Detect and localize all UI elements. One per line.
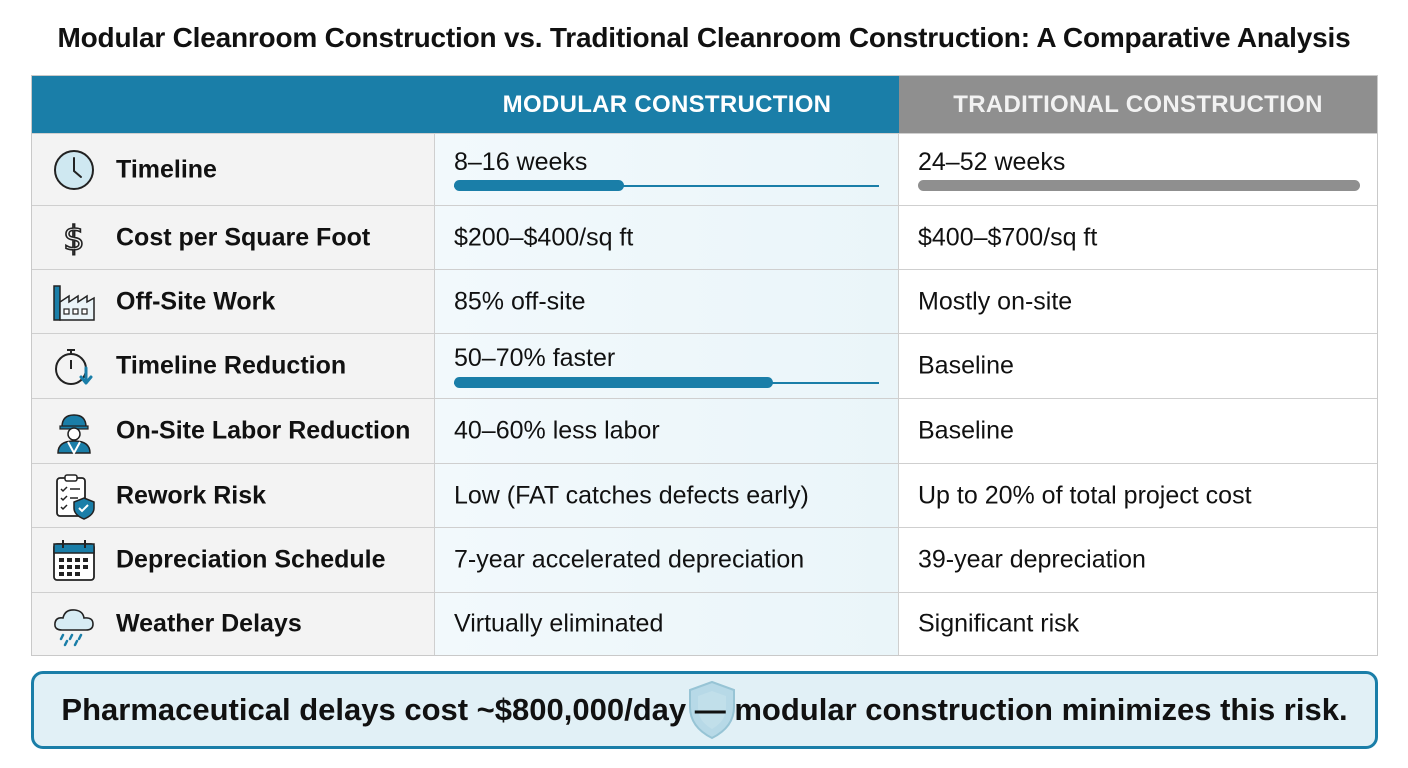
clipboard-shield-icon [56, 473, 95, 520]
comparison-table: MODULAR CONSTRUCTION TRADITIONAL CONSTRU… [31, 75, 1378, 656]
modular-value: $200–$400/sq ft [454, 223, 634, 251]
table-row-cost: $ Cost per Square Foot $200–$400/sq ft $… [32, 205, 1377, 269]
traditional-value: Significant risk [918, 609, 1080, 638]
construction-worker-icon [57, 414, 91, 455]
header-traditional-label: TRADITIONAL CONSTRUCTION [953, 91, 1323, 118]
modular-value: 7-year accelerated depreciation [454, 545, 805, 574]
traditional-value: Up to 20% of total project cost [918, 481, 1252, 509]
modular-reduction-bar [454, 377, 773, 388]
stopwatch-down-icon [55, 349, 93, 385]
clock-icon [54, 149, 94, 190]
row-label: Timeline Reduction [116, 351, 347, 380]
traditional-value: Baseline [918, 351, 1014, 380]
traditional-value: 24–52 weeks [918, 148, 1066, 176]
modular-timeline-bar-track [454, 185, 879, 187]
row-label: On-Site Labor Reduction [116, 416, 411, 445]
modular-value: 50–70% faster [454, 344, 616, 372]
header-modular-label: MODULAR CONSTRUCTION [502, 91, 832, 118]
table-row-rework-risk: Rework Risk Low (FAT catches defects ear… [32, 463, 1377, 527]
traditional-value: Baseline [918, 416, 1014, 445]
row-label: Timeline [116, 155, 217, 183]
header-traditional: TRADITIONAL CONSTRUCTION [899, 76, 1377, 133]
traditional-timeline-bar [918, 180, 1360, 191]
page-title: Modular Cleanroom Construction vs. Tradi… [57, 22, 1351, 53]
row-label: Cost per Square Foot [116, 223, 371, 251]
callout-text: Pharmaceutical delays cost ~$800,000/day… [61, 692, 1348, 727]
modular-value: 8–16 weeks [454, 148, 588, 176]
modular-timeline-bar [454, 180, 624, 191]
traditional-value: 39-year depreciation [918, 545, 1146, 574]
svg-text:$: $ [63, 219, 85, 259]
factory-icon [53, 284, 95, 321]
table-row-timeline-reduction: Timeline Reduction 50–70% faster Baselin… [32, 333, 1377, 398]
traditional-value: Mostly on-site [918, 287, 1073, 315]
modular-value: 40–60% less labor [454, 416, 660, 445]
rain-cloud-icon [54, 609, 94, 647]
row-label: Depreciation Schedule [116, 545, 386, 574]
row-label: Weather Delays [116, 609, 302, 638]
modular-value: 85% off-site [454, 287, 586, 315]
shield-icon [689, 680, 735, 740]
modular-value: Virtually eliminated [454, 609, 664, 638]
row-label: Rework Risk [116, 481, 267, 509]
table-row-labor: On-Site Labor Reduction 40–60% less labo… [32, 398, 1377, 463]
row-label: Off-Site Work [116, 287, 276, 315]
header-blank-cell [32, 76, 435, 133]
traditional-value: $400–$700/sq ft [918, 223, 1098, 251]
calendar-icon [53, 540, 95, 581]
modular-value: Low (FAT catches defects early) [454, 481, 809, 509]
callout-box: Pharmaceutical delays cost ~$800,000/day… [31, 671, 1378, 749]
table-row-depreciation: Depreciation Schedule 7-year accelerated… [32, 527, 1377, 592]
header-modular: MODULAR CONSTRUCTION [435, 76, 899, 133]
table-row-timeline: Timeline 8–16 weeks 24–52 weeks [32, 133, 1377, 205]
dollar-icon: $ [62, 218, 85, 260]
table-row-weather: Weather Delays Virtually eliminated Sign… [32, 592, 1377, 655]
table-row-offsite: Off-Site Work 85% off-site Mostly on-sit… [32, 269, 1377, 333]
